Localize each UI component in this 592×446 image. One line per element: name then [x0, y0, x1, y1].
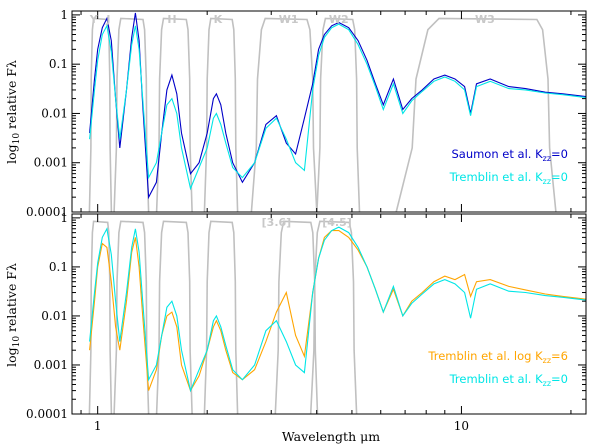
top-series-line-0: [89, 12, 586, 200]
top-y-tick-label: 0.01: [41, 106, 68, 120]
top-filter-label: H: [167, 13, 176, 26]
top-filter-label: K: [214, 13, 223, 26]
x-axis-title: Wavelength μm: [282, 429, 380, 444]
top-filter-curve: [395, 17, 557, 212]
top-panel-ylabel: log10 relative Fλ: [4, 60, 22, 164]
bottom-plot-area: [88, 220, 586, 414]
bottom-y-tick-label: 0.1: [49, 260, 68, 274]
top-filter-label: W1: [279, 13, 299, 26]
top-filter-label: J: [105, 13, 110, 26]
top-plot-area: [88, 12, 586, 212]
bottom-filter-label: [4.5]: [322, 216, 352, 229]
top-filter-label: Y: [89, 13, 99, 26]
bottom-legend-entry: Tremblin et al. log Kzz=6: [427, 349, 568, 365]
bottom-filter-label: [3.6]: [262, 216, 292, 229]
bottom-filter-curve: [88, 220, 113, 414]
bottom-y-tick-label: 1: [60, 211, 68, 225]
top-y-tick-label: 0.001: [34, 156, 68, 170]
bottom-x-tick-label: 1: [94, 419, 102, 433]
top-filter-curve: [316, 17, 361, 212]
bottom-panel-ylabel: log10 relative Fλ: [4, 263, 22, 367]
bottom-y-tick-label: 0.01: [41, 309, 68, 323]
top-y-tick-label: 1: [60, 8, 68, 22]
bottom-filter-curve: [309, 220, 358, 414]
top-filter-label: W2: [329, 13, 349, 26]
bottom-panel: 1 0.1 0.01 0.001 0.0001 1 10 [3.6] [4.5] Tremblin…: [26, 211, 587, 433]
bottom-filter-curve: [274, 220, 319, 414]
top-frame: [71, 10, 587, 213]
bottom-y-tick-label: 0.001: [34, 358, 68, 372]
bottom-legend-entry: Tremblin et al. Kzz=0: [449, 372, 568, 388]
top-series-line-1: [89, 23, 586, 191]
top-filter-curve: [250, 17, 318, 212]
top-legend-entry: Saumon et al. Kzz=0: [451, 147, 568, 163]
top-filter-label: W3: [475, 13, 495, 26]
bottom-y-tick-label: 0.0001: [26, 407, 68, 421]
top-y-tick-label: 0.1: [49, 57, 68, 71]
bottom-filter-curve: [155, 220, 193, 414]
bottom-x-tick-label: 10: [454, 419, 469, 433]
bottom-filter-curve: [203, 220, 239, 414]
top-panel: 1 0.1 0.01 0.001 0.0001 Y J H K W1 W2 W3 Saumon et a…: [26, 8, 587, 219]
bottom-series-line-0: [89, 230, 586, 392]
top-y-tick-label: 0.0001: [26, 205, 68, 219]
top-legend-entry: Tremblin et al. Kzz=0: [449, 170, 568, 186]
bottom-series-line-1: [89, 226, 586, 393]
top-filter-curve: [203, 17, 239, 212]
top-filter-curve: [155, 17, 193, 212]
bottom-frame: [71, 213, 587, 415]
